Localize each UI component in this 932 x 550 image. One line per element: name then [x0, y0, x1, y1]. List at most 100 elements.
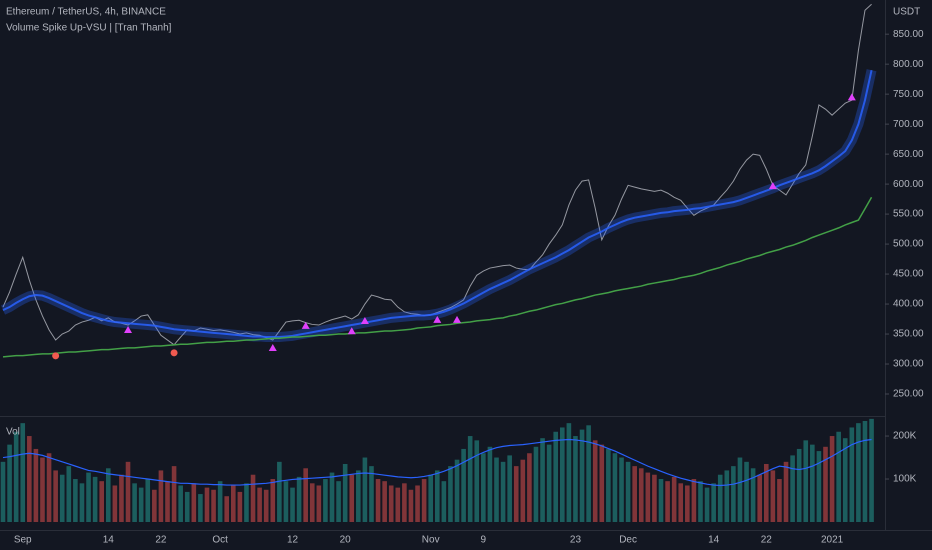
y-tick-label: 550.00: [893, 209, 924, 220]
volume-bar: [810, 444, 815, 522]
volume-bar: [152, 489, 157, 522]
volume-bar: [112, 485, 118, 522]
volume-bar: [290, 487, 295, 522]
volume-bar: [770, 470, 776, 522]
volume-bar: [402, 483, 407, 522]
x-tick-label: 22: [155, 535, 167, 546]
volume-pane: [0, 418, 874, 522]
volume-bar: [612, 453, 618, 522]
volume-bar: [737, 457, 743, 522]
volume-bar: [467, 436, 473, 522]
volume-bar: [105, 468, 111, 522]
volume-bar: [395, 487, 401, 522]
volume-bar: [125, 461, 131, 522]
axes: 250.00 300.00 350.00 400.00 450.00 500.00 550.…: [14, 29, 924, 546]
volume-bar: [40, 457, 45, 522]
volume-bar: [204, 487, 210, 522]
x-tick-label: 2021: [821, 535, 844, 546]
volume-tick-label: 200K: [893, 431, 917, 442]
volume-bar: [27, 436, 32, 522]
x-tick-label: 12: [287, 535, 299, 546]
y-tick-label: 650.00: [893, 149, 924, 160]
volume-bar: [428, 474, 433, 522]
volume-bar: [283, 481, 289, 522]
volume-bar: [500, 461, 506, 522]
spike-marker: [847, 93, 856, 101]
spike-marker: [347, 327, 356, 335]
volume-bar: [553, 431, 559, 522]
volume-bar: [7, 444, 12, 522]
volume-bar: [0, 461, 6, 522]
volume-bar: [717, 474, 723, 522]
volume-bar: [494, 457, 499, 522]
volume-tick-label: 100K: [893, 474, 917, 485]
x-tick-label: Sep: [14, 535, 32, 546]
volume-bar: [573, 436, 578, 522]
x-tick-label: Nov: [422, 535, 440, 546]
volume-bar: [375, 479, 381, 522]
volume-bar: [356, 470, 361, 522]
volume-bar: [257, 487, 262, 522]
volume-bar: [790, 455, 795, 522]
spike-marker: [453, 315, 462, 323]
volume-bar: [816, 451, 822, 522]
volume-bar: [178, 485, 183, 522]
volume-bar: [33, 448, 39, 522]
volume-bar: [316, 485, 322, 522]
volume-bar: [652, 474, 657, 522]
volume-bar: [119, 474, 124, 522]
chart-title: Ethereum / TetherUS, 4h, BINANCE: [6, 7, 166, 18]
volume-bar: [349, 474, 355, 522]
volume-bar: [415, 485, 420, 522]
volume-bar: [237, 491, 243, 522]
price-pane: [0, 3, 877, 360]
volume-bar: [217, 481, 223, 522]
volume-bar: [421, 479, 427, 522]
volume-bar: [132, 483, 137, 522]
volume-bar: [362, 457, 368, 522]
volume-bar: [842, 438, 848, 522]
volume-bar: [211, 489, 216, 522]
volume-bar: [165, 481, 170, 522]
x-tick-label: 23: [570, 535, 582, 546]
y-tick-label: 450.00: [893, 269, 924, 280]
volume-bar: [184, 491, 190, 522]
ma-line: [2, 196, 873, 358]
volume-bar: [454, 459, 460, 522]
volume-bar: [461, 448, 466, 522]
volume-bar: [481, 453, 486, 522]
ma-line: [2, 69, 873, 339]
volume-bar: [685, 485, 690, 522]
y-tick-label: 250.00: [893, 389, 924, 400]
volume-bar: [665, 481, 670, 522]
volume-bar: [849, 427, 855, 522]
volume-bar: [869, 418, 874, 522]
volume-bar: [191, 483, 197, 522]
volume-bar: [777, 479, 782, 522]
volume-bar: [862, 421, 868, 522]
volume-bar: [566, 423, 572, 522]
y-tick-label: 850.00: [893, 29, 924, 40]
volume-bar: [99, 481, 104, 522]
volume-bar: [296, 476, 302, 522]
volume-bar: [671, 476, 677, 522]
volume-bar: [231, 485, 236, 522]
volume-bar: [244, 483, 249, 522]
volume-ma-line: [2, 438, 872, 487]
volume-bar: [750, 468, 756, 522]
volume-label: Vol: [6, 427, 20, 438]
volume-bar: [763, 463, 769, 522]
volume-bar: [592, 440, 598, 522]
y-tick-label: 600.00: [893, 179, 924, 190]
volume-bar: [579, 429, 585, 522]
volume-bar: [527, 453, 532, 522]
y-tick-label: 300.00: [893, 359, 924, 370]
volume-bar: [599, 444, 605, 522]
volume-bar: [66, 466, 72, 522]
spike-marker: [124, 326, 133, 334]
volume-bar: [408, 489, 414, 522]
volume-bar: [625, 461, 631, 522]
price-line: [2, 3, 872, 346]
volume-bar: [724, 470, 730, 522]
